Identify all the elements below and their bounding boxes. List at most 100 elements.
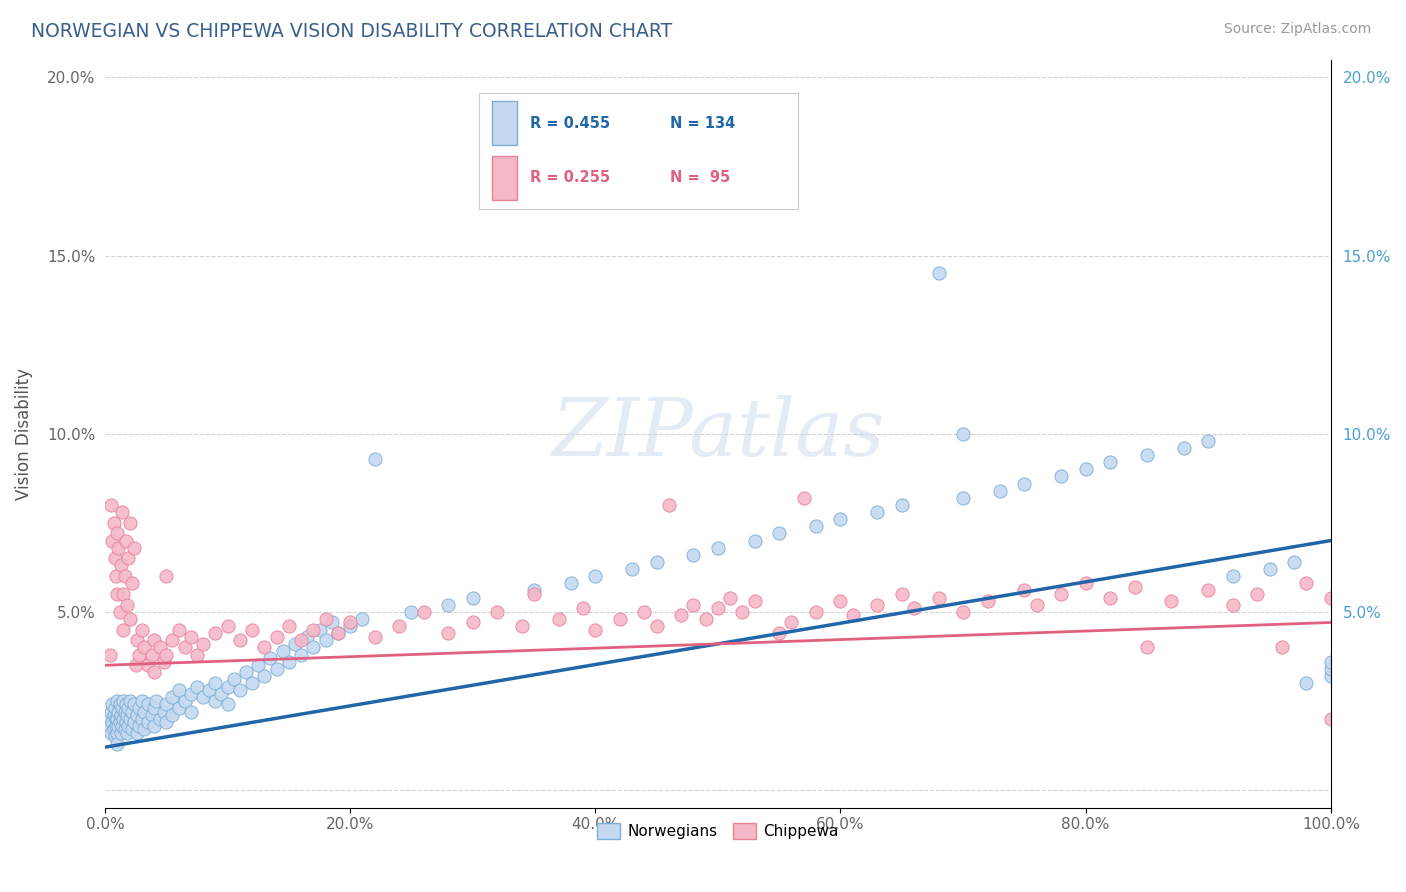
Y-axis label: Vision Disability: Vision Disability [15,368,32,500]
Point [461,615,484,630]
Point [1320,591,1343,605]
Point [124,698,146,712]
Point [321,615,343,630]
Point [128,719,150,733]
Point [793,491,815,505]
Point [155,648,177,662]
Point [162,690,184,705]
Point [100,726,122,740]
Point [153,705,176,719]
Point [1222,598,1244,612]
Point [173,640,195,655]
Point [180,705,202,719]
Point [523,587,546,601]
Point [780,615,803,630]
Point [1295,576,1317,591]
Point [143,665,166,680]
Point [198,683,221,698]
Point [186,680,208,694]
Text: ZIPatlas: ZIPatlas [551,395,884,473]
Point [101,715,124,730]
Legend: Norwegians, Chippewa: Norwegians, Chippewa [591,817,845,845]
Point [104,730,127,744]
Point [271,644,294,658]
Point [112,712,135,726]
Point [1074,576,1097,591]
Point [952,426,974,441]
Point [107,719,129,733]
Point [191,690,214,705]
Point [339,619,361,633]
Point [114,533,136,548]
Point [583,569,606,583]
Point [523,583,546,598]
Point [136,658,159,673]
Point [1320,662,1343,676]
Point [134,640,156,655]
Point [277,655,299,669]
Point [804,519,827,533]
Point [105,587,128,601]
Point [114,569,136,583]
Point [107,705,129,719]
Point [105,737,128,751]
Point [125,726,148,740]
Point [297,630,319,644]
Point [114,705,136,719]
Point [153,655,176,669]
Point [217,698,239,712]
Point [247,658,270,673]
Point [114,715,136,730]
Point [437,598,460,612]
Point [645,555,668,569]
Point [155,715,177,730]
Point [621,562,644,576]
Point [284,637,307,651]
Point [110,558,132,573]
Point [128,648,150,662]
Point [124,658,146,673]
Point [155,569,177,583]
Point [118,694,141,708]
Point [141,648,163,662]
Point [118,712,141,726]
Point [107,541,129,555]
Point [830,594,852,608]
Point [110,708,132,723]
Point [115,726,138,740]
Point [695,612,717,626]
Point [1246,587,1268,601]
Point [186,648,208,662]
Point [105,569,128,583]
Point [143,719,166,733]
Point [363,451,385,466]
Point [1025,598,1047,612]
Point [167,683,190,698]
Point [1014,583,1036,598]
Point [768,626,790,640]
Point [718,591,741,605]
Point [145,694,167,708]
Point [180,687,202,701]
Point [125,708,148,723]
Point [167,701,190,715]
Point [131,623,153,637]
Point [1136,448,1159,462]
Point [110,726,132,740]
Point [1160,594,1182,608]
Point [235,665,257,680]
Point [204,676,226,690]
Point [1014,476,1036,491]
Point [866,505,889,519]
Point [105,719,128,733]
Point [104,701,127,715]
Point [125,633,148,648]
Point [645,619,668,633]
Point [928,266,950,280]
Point [108,698,131,712]
Point [658,498,681,512]
Point [101,533,124,548]
Point [952,491,974,505]
Point [105,726,128,740]
Point [121,705,143,719]
